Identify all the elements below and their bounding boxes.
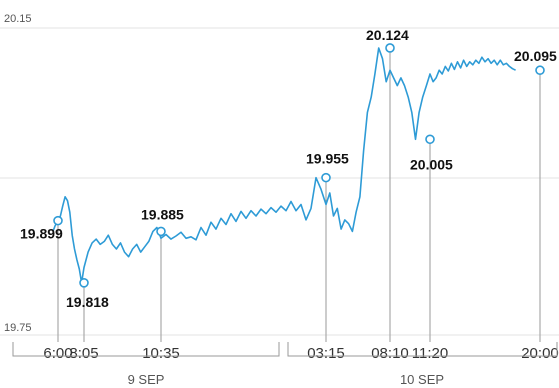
data-point-marker — [53, 215, 63, 226]
x-tick-label: 11:20 — [412, 345, 448, 362]
x-tick-label: 08:10 — [371, 345, 409, 362]
data-point-marker — [425, 134, 435, 145]
x-tick-label: 8:05 — [69, 345, 98, 362]
data-label: 20.124 — [366, 27, 409, 43]
data-point-marker — [156, 226, 166, 237]
day-label-9-sep: 9 SEP — [128, 372, 165, 387]
y-tick-label-top: 20.15 — [4, 13, 32, 25]
day-bracket-9-sep — [12, 342, 280, 357]
drop-lines — [57, 51, 541, 342]
data-label: 20.005 — [410, 156, 453, 172]
data-label: 20.095 — [514, 48, 557, 64]
x-tick-labels: 6:008:05 10:35 03:15 08:10 11:20 20:00 — [43, 345, 558, 362]
data-label: 19.899 — [20, 226, 63, 242]
data-point-marker — [385, 43, 395, 53]
series-line — [52, 47, 516, 284]
data-point-marker — [321, 172, 331, 183]
data-point-marker — [79, 278, 89, 288]
data-label: 19.885 — [141, 206, 184, 222]
data-label: 19.955 — [306, 151, 349, 167]
markers — [53, 43, 545, 288]
annotation-labels: 19.899 19.818 19.885 19.955 20.124 20.005 20.0… — [20, 27, 557, 310]
day-bracket-10-sep — [287, 342, 558, 357]
y-tick-label-bottom: 19.75 — [4, 322, 32, 334]
x-tick-label: 6:00 — [43, 345, 72, 362]
x-tick-label: 10:35 — [142, 345, 180, 362]
day-label-10-sep: 10 SEP — [400, 372, 444, 387]
x-tick-label: 20:00 — [521, 345, 559, 362]
data-point-marker — [535, 65, 545, 76]
x-tick-label: 03:15 — [307, 345, 345, 362]
data-label: 19.818 — [66, 294, 109, 310]
